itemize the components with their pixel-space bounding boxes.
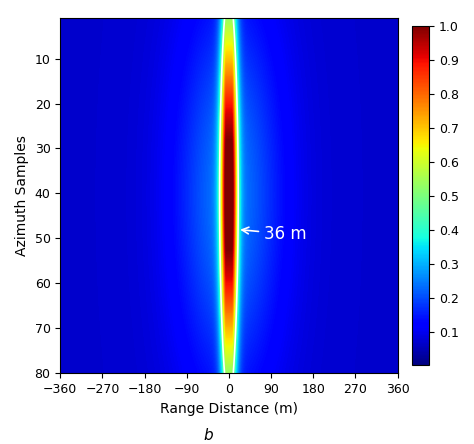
Text: b: b: [204, 428, 213, 443]
Text: 36 m: 36 m: [242, 225, 307, 243]
Y-axis label: Azimuth Samples: Azimuth Samples: [15, 135, 29, 256]
X-axis label: Range Distance (m): Range Distance (m): [160, 402, 298, 416]
